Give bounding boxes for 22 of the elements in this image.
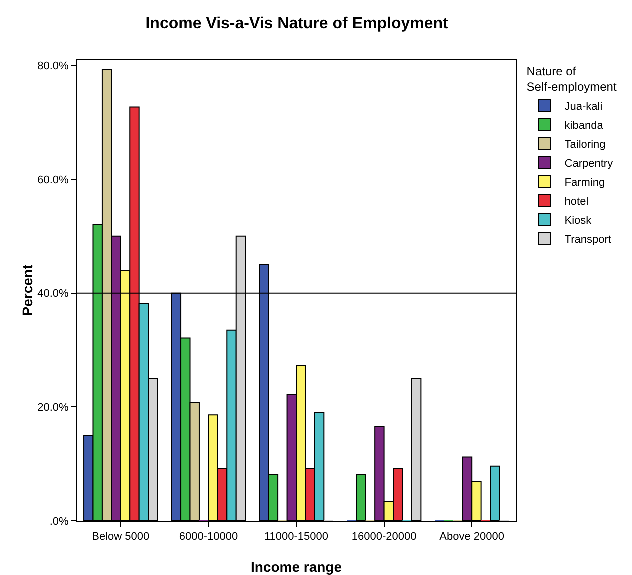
legend-label: Farming: [564, 176, 606, 189]
y-tick-label: 60.0%: [38, 174, 70, 186]
x-tick-label: 16000-20000: [352, 531, 417, 544]
legend-label: Transport: [564, 234, 612, 246]
y-tick-label: 20.0%: [38, 402, 70, 414]
legend-label: Jua-kali: [564, 100, 603, 113]
y-tick-label: .0%: [50, 516, 70, 528]
x-tick-label: 6000-10000: [179, 531, 238, 544]
legend-title: Nature of Self-employment: [526, 64, 618, 94]
x-tick-label: Below 5000: [92, 531, 150, 544]
chart-title: Income Vis-a-Vis Nature of Employment: [146, 15, 450, 32]
legend-label: Carpentry: [564, 158, 614, 170]
x-axis-title: Income range: [250, 559, 342, 575]
legend-label: Tailoring: [564, 138, 606, 151]
y-axis-title: Percent: [20, 264, 36, 316]
legend-label: Kiosk: [564, 214, 592, 227]
y-tick-label: 80.0%: [38, 60, 70, 73]
y-tick-label: 40.0%: [38, 288, 70, 300]
x-tick-label: 11000-15000: [264, 531, 329, 544]
legend-label: kibanda: [564, 120, 604, 132]
x-tick-label: Above 20000: [440, 531, 505, 544]
legend-label: hotel: [564, 196, 589, 208]
